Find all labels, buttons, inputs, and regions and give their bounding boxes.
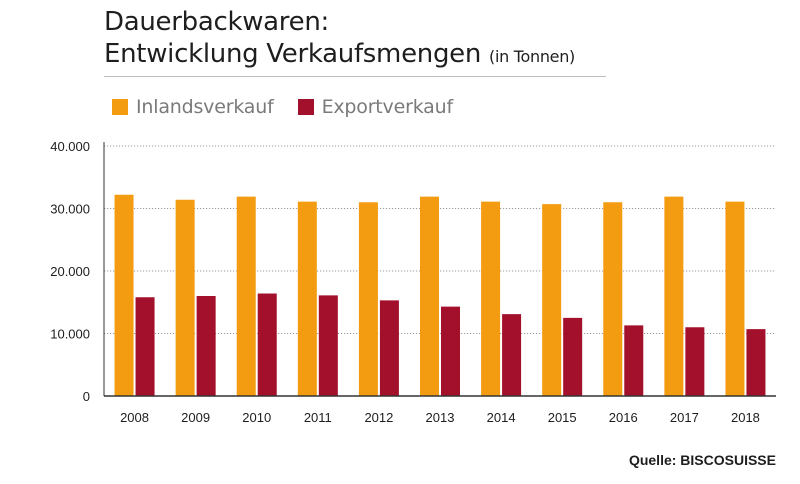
legend-label-export: Exportverkauf: [321, 96, 454, 118]
legend-label-inland: Inlandsverkauf: [136, 96, 274, 118]
y-tick-label: 10.000: [50, 327, 90, 342]
x-tick-label: 2014: [487, 410, 516, 425]
chart-unit-label: (in Tonnen): [489, 47, 575, 66]
x-tick-label: 2013: [426, 410, 455, 425]
bar-inland: [114, 194, 134, 396]
bar-export: [196, 296, 216, 396]
source-note: Quelle: BISCOSUISSE: [628, 452, 776, 468]
chart-subtitle-text: Entwicklung Verkaufsmengen: [104, 39, 482, 69]
legend-item-inland: Inlandsverkauf: [112, 96, 274, 118]
bar-inland: [603, 202, 623, 396]
bar-inland: [542, 204, 562, 396]
x-tick-label: 2009: [181, 410, 210, 425]
x-tick-label: 2015: [548, 410, 577, 425]
bar-inland: [481, 201, 501, 396]
bar-inland: [297, 201, 317, 396]
bar-inland: [664, 196, 684, 396]
chart-title: Dauerbackwaren:: [104, 7, 329, 37]
bar-export: [257, 293, 277, 396]
x-tick-label: 2016: [609, 410, 638, 425]
legend-swatch-inland: [112, 99, 128, 115]
y-tick-label: 40.000: [50, 139, 90, 154]
bar-inland: [358, 202, 378, 396]
y-tick-label: 0: [83, 389, 90, 404]
bar-export: [318, 295, 338, 396]
x-tick-label: 2012: [364, 410, 393, 425]
bar-export: [135, 297, 155, 396]
bar-export: [685, 327, 705, 396]
bar-export: [746, 329, 766, 396]
bar-export: [624, 325, 644, 396]
legend: Inlandsverkauf Exportverkauf: [112, 96, 477, 118]
bar-export: [379, 300, 399, 396]
y-tick-label: 20.000: [50, 264, 90, 279]
chart-subtitle: Entwicklung Verkaufsmengen (in Tonnen): [104, 38, 575, 73]
bar-export: [502, 314, 522, 396]
x-tick-label: 2017: [670, 410, 699, 425]
title-divider: [104, 76, 606, 77]
x-tick-label: 2010: [242, 410, 271, 425]
bar-inland: [236, 196, 256, 396]
legend-swatch-export: [297, 99, 314, 115]
x-tick-label: 2018: [731, 410, 760, 425]
bar-inland: [420, 196, 439, 396]
bar-export: [563, 317, 583, 396]
y-tick-label: 30.000: [50, 202, 90, 217]
chart-title-block: Dauerbackwaren: Entwicklung Verkaufsmeng…: [104, 6, 575, 73]
x-tick-label: 2008: [120, 410, 149, 425]
bar-inland: [725, 201, 745, 396]
legend-item-export: Exportverkauf: [297, 96, 454, 118]
bar-inland: [175, 199, 195, 396]
bar-export: [441, 306, 460, 396]
x-tick-label: 2011: [304, 410, 332, 425]
